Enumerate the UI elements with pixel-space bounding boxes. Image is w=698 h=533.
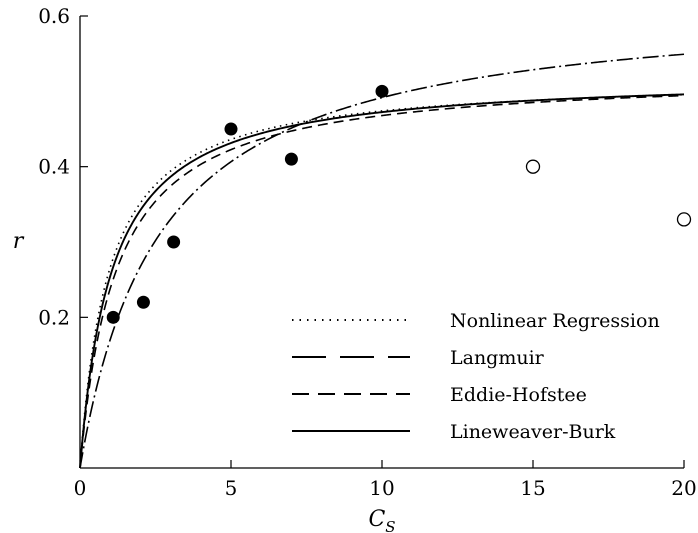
series-curve-0 xyxy=(79,93,685,469)
legend-label-2: Eddie-Hofstee xyxy=(450,384,587,406)
x-tick-label: 20 xyxy=(671,476,696,500)
open-data-point xyxy=(525,159,541,174)
curves xyxy=(79,53,685,469)
x-tick-label: 15 xyxy=(520,476,545,500)
y-tick-label: 0.6 xyxy=(38,4,70,28)
x-axis-label: CS xyxy=(368,507,395,533)
legend-label-0: Nonlinear Regression xyxy=(450,310,660,332)
axes: 0 5 10 15 20 0.2 0.4 0.6 xyxy=(38,4,697,500)
x-axis-label-subscript: S xyxy=(385,518,395,533)
data-points xyxy=(106,84,692,324)
x-axis-label-main: C xyxy=(368,507,385,532)
filled-data-point xyxy=(167,235,181,249)
legend-label-3: Lineweaver-Burk xyxy=(450,421,616,443)
open-data-point xyxy=(676,212,692,227)
y-axis-label: r xyxy=(13,229,25,254)
series-curve-3 xyxy=(79,93,685,469)
filled-data-point xyxy=(136,295,150,309)
legend: Nonlinear Regression Langmuir Eddie-Hofste… xyxy=(292,310,660,443)
y-tick-label: 0.2 xyxy=(38,305,70,329)
x-tick-label: 5 xyxy=(225,476,238,500)
filled-data-point xyxy=(106,310,120,324)
x-tick-label: 0 xyxy=(74,476,87,500)
legend-label-1: Langmuir xyxy=(450,347,545,369)
x-tick-label: 10 xyxy=(369,476,394,500)
filled-data-point xyxy=(284,152,298,166)
y-tick-label: 0.4 xyxy=(38,155,70,179)
filled-data-point xyxy=(224,122,238,136)
filled-data-point xyxy=(375,84,389,98)
series-curve-2 xyxy=(79,94,685,469)
